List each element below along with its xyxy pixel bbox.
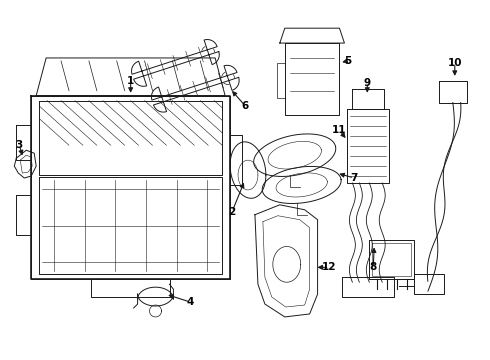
Polygon shape [16, 195, 31, 235]
Polygon shape [39, 100, 222, 175]
Polygon shape [31, 96, 230, 279]
Text: 10: 10 [447, 58, 462, 68]
Polygon shape [151, 65, 239, 112]
Polygon shape [91, 279, 171, 297]
Text: 3: 3 [16, 140, 23, 150]
Text: 1: 1 [127, 76, 134, 86]
Text: 12: 12 [322, 262, 337, 272]
Polygon shape [254, 134, 336, 176]
Polygon shape [439, 81, 467, 103]
Polygon shape [347, 109, 389, 183]
Polygon shape [263, 216, 310, 307]
Polygon shape [230, 142, 266, 198]
Text: 4: 4 [187, 297, 194, 307]
Polygon shape [20, 155, 32, 173]
Polygon shape [369, 239, 414, 279]
Polygon shape [372, 243, 411, 276]
Polygon shape [414, 274, 444, 294]
Polygon shape [16, 125, 31, 160]
Polygon shape [352, 89, 384, 109]
Polygon shape [343, 277, 394, 297]
Text: 8: 8 [369, 262, 377, 272]
Polygon shape [36, 58, 225, 96]
Polygon shape [14, 150, 36, 178]
Polygon shape [255, 205, 318, 317]
Text: 7: 7 [351, 173, 358, 183]
Text: 2: 2 [228, 207, 236, 217]
Text: 6: 6 [242, 100, 248, 111]
Polygon shape [285, 43, 340, 114]
Text: 11: 11 [332, 125, 347, 135]
Text: 9: 9 [364, 78, 371, 88]
Polygon shape [39, 177, 222, 274]
Polygon shape [131, 40, 219, 86]
Polygon shape [262, 166, 341, 203]
Text: 5: 5 [344, 56, 351, 66]
Polygon shape [280, 28, 344, 43]
Polygon shape [230, 135, 242, 185]
